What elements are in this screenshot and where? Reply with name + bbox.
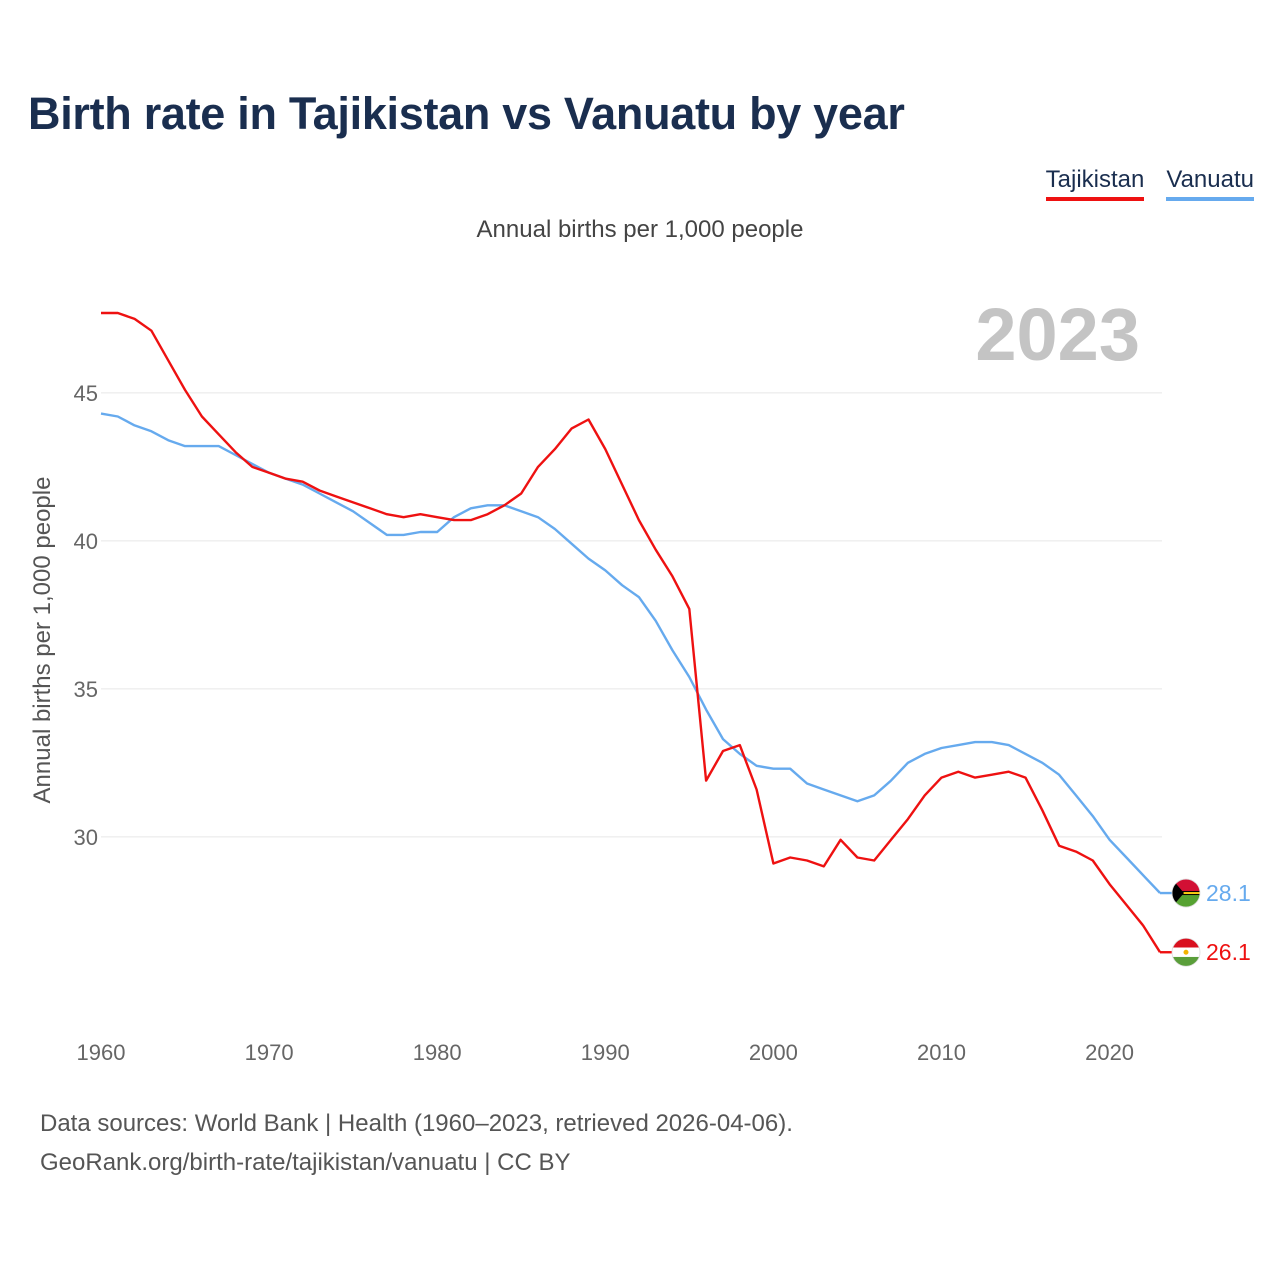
vanuatu-flag-icon	[1171, 878, 1201, 908]
y-tick-label: 35	[74, 677, 98, 702]
x-tick-label: 1990	[581, 1040, 630, 1065]
series-line-vanuatu	[100, 412, 1161, 894]
footer-link[interactable]: GeoRank.org/birth-rate/tajikistan/vanuat…	[40, 1149, 571, 1176]
end-value-label-tajikistan: 26.1	[1206, 939, 1251, 965]
legend-item-vanuatu[interactable]: Vanuatu	[1166, 166, 1254, 201]
footer-sources: Data sources: World Bank | Health (1960–…	[40, 1110, 793, 1137]
x-tick-label: 2010	[917, 1040, 966, 1065]
chart-subtitle: Annual births per 1,000 people	[476, 216, 804, 243]
y-axis-label: Annual births per 1,000 people	[29, 477, 56, 804]
x-tick-label: 1960	[77, 1040, 126, 1065]
x-tick-label: 2000	[749, 1040, 798, 1065]
legend: Tajikistan Vanuatu	[1045, 166, 1254, 201]
x-tick-label: 2020	[1085, 1040, 1134, 1065]
y-tick-label: 30	[74, 825, 98, 850]
tajikistan-flag-icon	[1171, 937, 1201, 967]
y-tick-label: 45	[74, 381, 98, 406]
chart-title: Birth rate in Tajikistan vs Vanuatu by y…	[28, 88, 905, 139]
series-line-tajikistan	[101, 311, 1162, 953]
footer: Data sources: World Bank | Health (1960–…	[40, 1104, 793, 1182]
y-tick-label: 40	[74, 529, 98, 554]
year-watermark: 2023	[975, 293, 1140, 376]
x-tick-label: 1980	[413, 1040, 462, 1065]
end-value-label-vanuatu: 28.1	[1206, 880, 1251, 906]
x-tick-label: 1970	[245, 1040, 294, 1065]
legend-item-tajikistan[interactable]: Tajikistan	[1045, 166, 1145, 201]
